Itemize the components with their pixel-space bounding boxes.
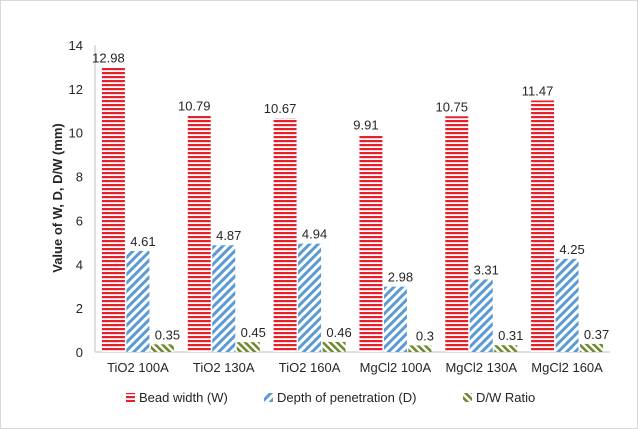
x-tick-label: MgCl2 100A <box>360 360 432 375</box>
x-tick-label: TiO2 100A <box>107 360 169 375</box>
y-tick-label: 8 <box>76 170 83 185</box>
bar-depth-of-penetration <box>298 243 322 352</box>
bar-bead-width <box>445 116 469 353</box>
bar-bead-width <box>187 115 211 352</box>
bar-dw-ratio <box>408 345 432 352</box>
legend-swatch <box>463 393 472 402</box>
bar-bead-width <box>101 67 125 353</box>
bar-depth-of-penetration <box>126 250 150 352</box>
y-tick-label: 10 <box>69 126 83 141</box>
data-label-depth-of-penetration: 4.94 <box>302 227 327 242</box>
data-label-depth-of-penetration: 2.98 <box>388 270 413 285</box>
legend-label: Depth of penetration (D) <box>277 390 416 405</box>
legend: Bead width (W) Depth of penetration (D) D/… <box>126 390 535 405</box>
bar-depth-of-penetration <box>555 258 579 352</box>
data-label-dw-ratio: 0.37 <box>584 327 609 342</box>
data-label-dw-ratio: 0.46 <box>326 325 351 340</box>
data-label-dw-ratio: 0.35 <box>155 327 180 342</box>
bar-dw-ratio <box>150 344 174 352</box>
y-tick-label: 2 <box>76 301 83 316</box>
data-label-depth-of-penetration: 4.87 <box>216 228 241 243</box>
data-label-bead-width: 9.91 <box>353 118 378 133</box>
data-label-bead-width: 10.75 <box>435 99 468 114</box>
bar-bead-width <box>531 100 555 353</box>
data-label-bead-width: 10.79 <box>178 98 211 113</box>
data-label-depth-of-penetration: 4.25 <box>559 242 584 257</box>
y-tick-label: 12 <box>69 82 83 97</box>
data-label-bead-width: 12.98 <box>92 50 125 65</box>
data-label-bead-width: 11.47 <box>522 83 554 98</box>
bar-dw-ratio <box>322 341 346 352</box>
data-label-bead-width: 10.67 <box>264 101 297 116</box>
y-tick-label: 0 <box>76 345 83 360</box>
bar-bead-width <box>273 118 297 352</box>
bar-dw-ratio <box>494 345 518 352</box>
bar-dw-ratio <box>580 343 604 352</box>
legend-swatch <box>126 393 135 402</box>
x-tick-label: MgCl2 160A <box>531 360 603 375</box>
data-label-depth-of-penetration: 4.61 <box>130 234 155 249</box>
bar-bead-width <box>359 134 383 352</box>
data-label-dw-ratio: 0.31 <box>498 328 523 343</box>
y-tick-label: 4 <box>76 257 83 272</box>
legend-label: Bead width (W) <box>139 390 228 405</box>
data-label-depth-of-penetration: 3.31 <box>474 262 499 277</box>
bar-depth-of-penetration <box>383 286 407 352</box>
x-tick-label: TiO2 160A <box>279 360 341 375</box>
data-label-dw-ratio: 0.3 <box>416 328 434 343</box>
legend-label: D/W Ratio <box>476 390 535 405</box>
bar-depth-of-penetration <box>212 245 236 352</box>
y-tick-label: 6 <box>76 213 83 228</box>
y-axis-title: Value of W, D, D/W (mm) <box>50 123 65 273</box>
bar-depth-of-penetration <box>469 279 493 352</box>
legend-swatch <box>264 393 273 402</box>
bar-dw-ratio <box>236 342 260 352</box>
x-tick-label: MgCl2 130A <box>445 360 517 375</box>
data-label-dw-ratio: 0.45 <box>241 325 266 340</box>
x-tick-label: TiO2 130A <box>193 360 255 375</box>
y-tick-label: 14 <box>69 38 83 53</box>
